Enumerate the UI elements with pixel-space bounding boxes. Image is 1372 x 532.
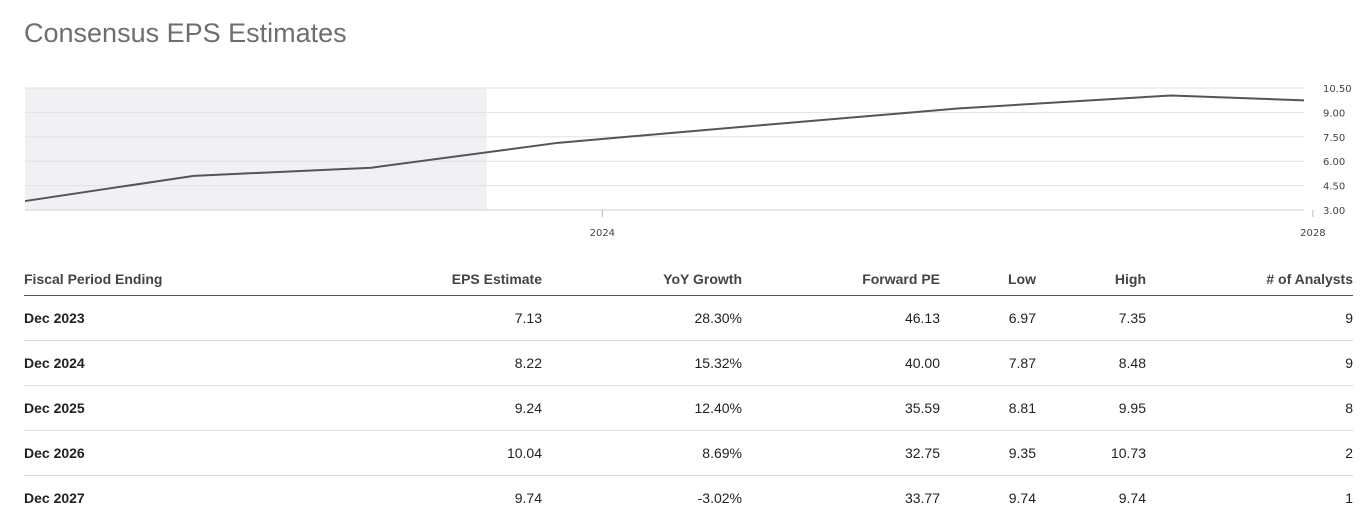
table-row: Dec 2024 8.22 15.32% 40.00 7.87 8.48 9 xyxy=(24,340,1353,386)
cell-forward-pe: 32.75 xyxy=(742,430,940,476)
y-tick-label: 4.50 xyxy=(1323,182,1345,193)
cell-yoy: 15.32% xyxy=(542,340,742,386)
cell-forward-pe: 40.00 xyxy=(742,340,940,386)
cell-analysts: 8 xyxy=(1146,385,1353,431)
cell-low: 9.35 xyxy=(940,430,1036,476)
table-row: Dec 2025 9.24 12.40% 35.59 8.81 9.95 8 xyxy=(24,385,1353,431)
cell-period: Dec 2025 xyxy=(24,385,224,431)
x-tick-label: 2028 xyxy=(1300,228,1325,239)
table-row: Dec 2026 10.04 8.69% 32.75 9.35 10.73 2 xyxy=(24,430,1353,476)
col-header-yoy[interactable]: YoY Growth xyxy=(542,263,742,296)
cell-yoy: -3.02% xyxy=(697,490,742,506)
cell-analysts: 2 xyxy=(1146,430,1353,476)
eps-table: Fiscal Period Ending EPS Estimate YoY Gr… xyxy=(24,263,1353,520)
cell-high: 8.48 xyxy=(1036,340,1146,386)
cell-high: 7.35 xyxy=(1036,295,1146,341)
cell-eps: 9.24 xyxy=(224,385,542,431)
table-header-row: Fiscal Period Ending EPS Estimate YoY Gr… xyxy=(24,263,1353,296)
cell-eps: 9.74 xyxy=(514,490,542,506)
page-title: Consensus EPS Estimates xyxy=(24,18,347,48)
table-row: Dec 2023 7.13 28.30% 46.13 6.97 7.35 9 xyxy=(24,295,1353,341)
cell-high: 9.74 xyxy=(1118,490,1146,506)
y-tick-label: 3.00 xyxy=(1323,206,1345,217)
col-header-period[interactable]: Fiscal Period Ending xyxy=(24,263,224,296)
cell-low: 7.87 xyxy=(940,340,1036,386)
table-row: Dec 2027 9.74 -3.02% 33.77 9.74 9.74 1 xyxy=(24,476,1353,521)
cell-high: 9.95 xyxy=(1036,385,1146,431)
col-header-eps[interactable]: EPS Estimate xyxy=(224,263,542,296)
cell-eps: 7.13 xyxy=(224,295,542,341)
eps-chart: 10.50 9.00 7.50 6.00 4.50 3.00 2024 2028 xyxy=(24,84,1352,239)
cell-yoy: 28.30% xyxy=(542,295,742,341)
cell-eps: 10.04 xyxy=(224,430,542,476)
cell-yoy: 8.69% xyxy=(542,430,742,476)
cell-forward-pe: 33.77 xyxy=(904,490,940,506)
y-tick-label: 7.50 xyxy=(1323,133,1345,144)
cell-forward-pe: 35.59 xyxy=(742,385,940,431)
eps-series-line xyxy=(24,94,1305,203)
y-tick-label: 10.50 xyxy=(1323,84,1352,95)
y-tick-label: 9.00 xyxy=(1323,108,1345,119)
cell-period: Dec 2023 xyxy=(24,295,224,341)
col-header-low[interactable]: Low xyxy=(940,263,1036,296)
cell-eps: 8.22 xyxy=(224,340,542,386)
col-header-analysts[interactable]: # of Analysts xyxy=(1146,263,1353,296)
cell-yoy: 12.40% xyxy=(542,385,742,431)
col-header-forward-pe[interactable]: Forward PE xyxy=(742,263,940,296)
col-header-high[interactable]: High xyxy=(1036,263,1146,296)
cell-low: 6.97 xyxy=(940,295,1036,341)
cell-analysts: 9 xyxy=(1146,295,1353,341)
cell-low: 9.74 xyxy=(1008,490,1036,506)
cell-forward-pe: 46.13 xyxy=(742,295,940,341)
y-tick-label: 6.00 xyxy=(1323,157,1345,168)
x-tick-label: 2024 xyxy=(590,228,615,239)
cell-period: Dec 2024 xyxy=(24,340,224,386)
cell-low: 8.81 xyxy=(940,385,1036,431)
cell-analysts: 1 xyxy=(1345,490,1353,506)
cell-period: Dec 2026 xyxy=(24,430,224,476)
cell-analysts: 9 xyxy=(1146,340,1353,386)
cell-period: Dec 2027 xyxy=(24,490,85,506)
cell-high: 10.73 xyxy=(1036,430,1146,476)
